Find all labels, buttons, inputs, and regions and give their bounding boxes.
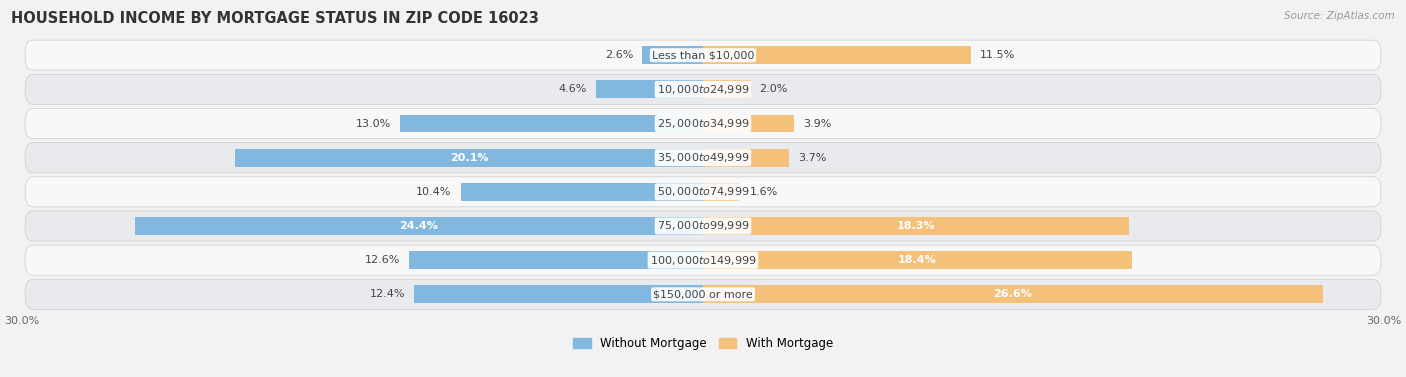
Bar	[235, 149, 703, 167]
Text: $150,000 or more: $150,000 or more	[654, 289, 752, 299]
Text: $35,000 to $49,999: $35,000 to $49,999	[657, 151, 749, 164]
Bar	[703, 251, 1132, 269]
Text: Less than $10,000: Less than $10,000	[652, 50, 754, 60]
Bar	[703, 115, 794, 132]
Text: $100,000 to $149,999: $100,000 to $149,999	[650, 254, 756, 267]
Text: 12.6%: 12.6%	[364, 255, 401, 265]
Text: 1.6%: 1.6%	[749, 187, 778, 197]
FancyBboxPatch shape	[25, 40, 1381, 70]
Text: 2.6%: 2.6%	[605, 50, 633, 60]
Text: 20.1%: 20.1%	[450, 153, 488, 162]
Text: 30.0%: 30.0%	[1367, 316, 1402, 325]
Text: 2.0%: 2.0%	[759, 84, 787, 94]
Legend: Without Mortgage, With Mortgage: Without Mortgage, With Mortgage	[568, 332, 838, 355]
Bar	[415, 285, 703, 303]
Text: $75,000 to $99,999: $75,000 to $99,999	[657, 219, 749, 233]
Text: 13.0%: 13.0%	[356, 118, 391, 129]
Text: $50,000 to $74,999: $50,000 to $74,999	[657, 185, 749, 198]
Bar	[596, 80, 703, 98]
Text: HOUSEHOLD INCOME BY MORTGAGE STATUS IN ZIP CODE 16023: HOUSEHOLD INCOME BY MORTGAGE STATUS IN Z…	[11, 11, 538, 26]
Bar	[461, 183, 703, 201]
Bar	[703, 285, 1323, 303]
FancyBboxPatch shape	[25, 177, 1381, 207]
Text: 3.7%: 3.7%	[799, 153, 827, 162]
Bar	[643, 46, 703, 64]
FancyBboxPatch shape	[25, 109, 1381, 138]
FancyBboxPatch shape	[25, 245, 1381, 275]
Text: 18.3%: 18.3%	[897, 221, 935, 231]
Text: $10,000 to $24,999: $10,000 to $24,999	[657, 83, 749, 96]
Bar	[703, 149, 789, 167]
Bar	[703, 183, 741, 201]
Bar	[401, 115, 703, 132]
Text: 3.9%: 3.9%	[803, 118, 831, 129]
Bar	[135, 217, 703, 235]
Text: 10.4%: 10.4%	[416, 187, 451, 197]
Text: 24.4%: 24.4%	[399, 221, 439, 231]
Text: 26.6%: 26.6%	[994, 289, 1032, 299]
FancyBboxPatch shape	[25, 279, 1381, 310]
Text: $25,000 to $34,999: $25,000 to $34,999	[657, 117, 749, 130]
FancyBboxPatch shape	[25, 74, 1381, 104]
FancyBboxPatch shape	[25, 211, 1381, 241]
Text: 4.6%: 4.6%	[558, 84, 586, 94]
Text: 30.0%: 30.0%	[4, 316, 39, 325]
Text: 18.4%: 18.4%	[898, 255, 936, 265]
Bar	[703, 80, 749, 98]
Bar	[409, 251, 703, 269]
Text: Source: ZipAtlas.com: Source: ZipAtlas.com	[1284, 11, 1395, 21]
Text: 12.4%: 12.4%	[370, 289, 405, 299]
Bar	[703, 217, 1129, 235]
Bar	[703, 46, 972, 64]
Text: 11.5%: 11.5%	[980, 50, 1015, 60]
FancyBboxPatch shape	[25, 143, 1381, 173]
